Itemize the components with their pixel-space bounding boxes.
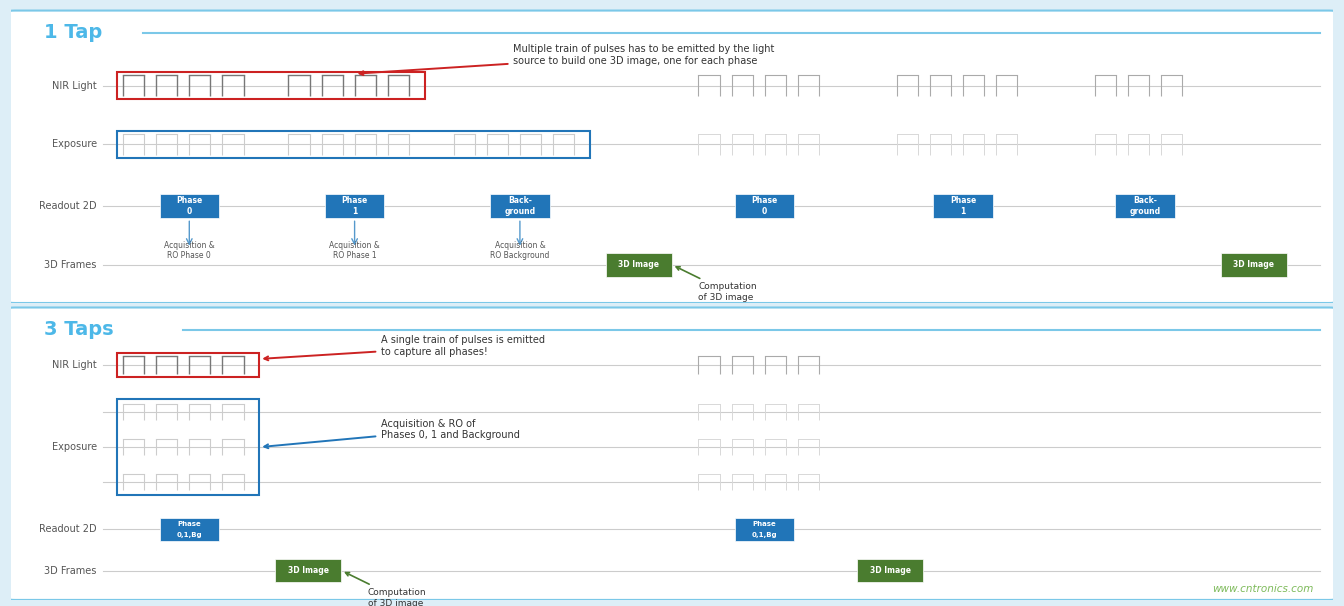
Text: 1: 1 [352,207,358,216]
FancyBboxPatch shape [735,195,794,218]
Text: 3D Image: 3D Image [1234,261,1274,269]
Text: Readout 2D: Readout 2D [39,201,97,211]
Text: Exposure: Exposure [51,139,97,149]
FancyBboxPatch shape [160,518,219,541]
Text: Back-: Back- [508,196,532,205]
Text: Phase: Phase [177,521,202,527]
Text: Phase: Phase [753,521,777,527]
Text: 0,1,Bg: 0,1,Bg [176,532,202,538]
FancyBboxPatch shape [1220,253,1288,276]
Text: 1: 1 [961,207,965,216]
Text: NIR Light: NIR Light [52,360,97,370]
Text: 1 Tap: 1 Tap [44,23,102,42]
FancyBboxPatch shape [160,195,219,218]
Text: NIR Light: NIR Light [52,81,97,90]
Text: Phase: Phase [341,196,368,205]
FancyBboxPatch shape [857,559,923,582]
Text: Acquisition & RO of
Phases 0, 1 and Background: Acquisition & RO of Phases 0, 1 and Back… [265,419,520,448]
Text: 0: 0 [762,207,767,216]
FancyBboxPatch shape [1116,195,1175,218]
FancyBboxPatch shape [735,518,794,541]
Text: www.cntronics.com: www.cntronics.com [1212,584,1313,594]
Text: ground: ground [504,207,535,216]
FancyBboxPatch shape [325,195,384,218]
Text: Readout 2D: Readout 2D [39,524,97,534]
FancyBboxPatch shape [933,195,993,218]
FancyBboxPatch shape [8,10,1336,303]
FancyBboxPatch shape [276,559,341,582]
Text: ground: ground [1129,207,1160,216]
Text: Acquisition &
RO Background: Acquisition & RO Background [491,241,550,261]
Text: Multiple train of pulses has to be emitted by the light
source to build one 3D i: Multiple train of pulses has to be emitt… [360,44,774,75]
Text: Acquisition &
RO Phase 1: Acquisition & RO Phase 1 [329,241,380,261]
Text: 0,1,Bg: 0,1,Bg [751,532,777,538]
Text: 3D Image: 3D Image [618,261,660,269]
Text: 3D Frames: 3D Frames [44,260,97,270]
Text: Back-: Back- [1133,196,1157,205]
Text: Exposure: Exposure [51,442,97,452]
Text: Phase: Phase [950,196,976,205]
Text: 3D Image: 3D Image [288,566,329,575]
Text: Phase: Phase [176,196,203,205]
Text: A single train of pulses is emitted
to capture all phases!: A single train of pulses is emitted to c… [265,336,546,361]
Text: 3D Image: 3D Image [870,566,911,575]
Text: 3D Frames: 3D Frames [44,565,97,576]
FancyBboxPatch shape [491,195,550,218]
Text: Phase: Phase [751,196,778,205]
Text: 3 Taps: 3 Taps [44,320,113,339]
Text: Computation
of 3D image: Computation of 3D image [345,573,426,606]
Text: Acquisition &
RO Phase 0: Acquisition & RO Phase 0 [164,241,215,261]
FancyBboxPatch shape [606,253,672,276]
Text: 0: 0 [187,207,192,216]
FancyBboxPatch shape [8,307,1336,600]
Text: Computation
of 3D image: Computation of 3D image [676,267,757,302]
